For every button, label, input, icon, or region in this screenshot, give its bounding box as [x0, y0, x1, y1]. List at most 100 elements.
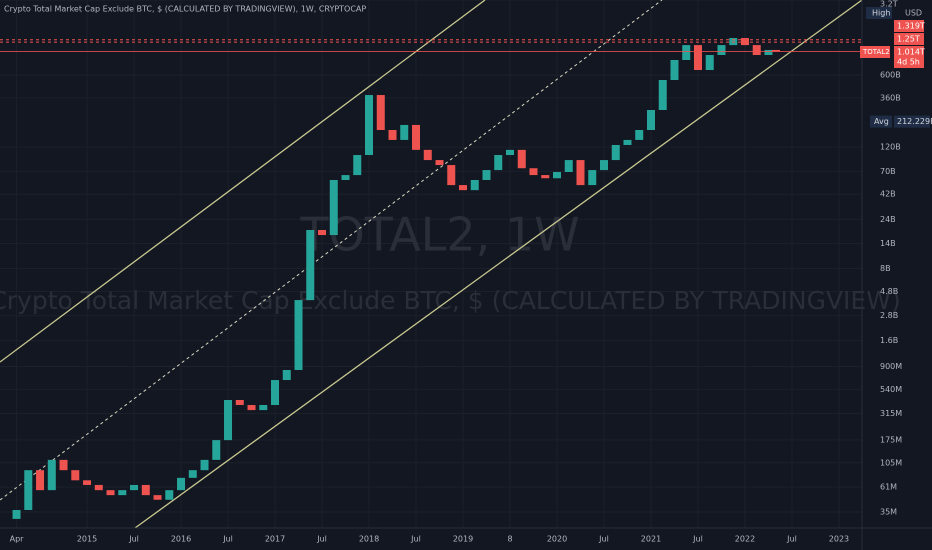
- candle-body: [646, 109, 655, 131]
- x-tick-label: 2021: [641, 535, 661, 544]
- candle-body: [12, 510, 21, 519]
- x-tick-label: Jul: [692, 535, 703, 544]
- high-label: 1.319T: [897, 22, 925, 31]
- candles: [12, 38, 780, 519]
- candle-body: [247, 405, 256, 411]
- candle-body: [47, 459, 56, 491]
- chart-title: Crypto Total Market Cap Exclude BTC, $ (…: [4, 5, 366, 14]
- channel-lower: [134, 0, 863, 529]
- x-tick-label: 2023: [829, 535, 849, 544]
- x-tick-label: Jul: [786, 535, 797, 544]
- candle-body: [365, 95, 374, 156]
- candle-body: [94, 484, 103, 491]
- candle-body: [188, 470, 197, 478]
- candle-body: [130, 484, 139, 491]
- channel-mid: [0, 0, 663, 501]
- x-tick-label: 2022: [735, 535, 755, 544]
- y-tick-label: 315M: [880, 409, 902, 418]
- watermark: TOTAL2, 1W: [299, 208, 579, 262]
- candle-body: [764, 49, 773, 56]
- candle-body: [611, 144, 620, 161]
- candle-body: [470, 179, 479, 191]
- candle-body: [341, 175, 350, 180]
- candle-body: [388, 130, 397, 140]
- y-tick-label: 1.6B: [880, 336, 898, 345]
- candle-body: [235, 399, 244, 406]
- candle-body: [435, 160, 444, 166]
- level-box: [894, 33, 924, 45]
- candle-body: [459, 185, 468, 191]
- y-tick-label: 900M: [880, 362, 902, 371]
- candle-body: [599, 160, 608, 171]
- countdown: 4d 5h: [897, 58, 920, 67]
- candle-body: [670, 60, 679, 81]
- watermark-subtitle: Crypto Total Market Cap Exclude BTC, $ (…: [0, 286, 901, 315]
- grid: [0, 0, 862, 528]
- y-tick-label: 120B: [880, 143, 901, 152]
- y-tick-label: 175M: [880, 435, 902, 444]
- last-box: [894, 46, 924, 68]
- y-tick-label: 42B: [880, 190, 896, 199]
- candle-body: [494, 155, 503, 171]
- candle-body: [329, 179, 338, 236]
- last-name-box: [860, 46, 890, 58]
- avg-name: Avg: [874, 117, 889, 126]
- avg-box: [894, 115, 930, 128]
- candle-body: [36, 470, 45, 491]
- axis: 3.2T 600B 360B 120B 70B 42B 24B 14B 8B 4.8B 2.8B 1.…: [10, 0, 932, 544]
- x-tick-label: 2016: [171, 535, 191, 544]
- candle-body: [541, 175, 550, 179]
- x-tick-label: Jul: [598, 535, 609, 544]
- y-tick-label: 105M: [880, 458, 902, 467]
- candle-body: [212, 440, 221, 460]
- y-tick-label: 2.8B: [880, 311, 898, 320]
- candle-body: [482, 170, 491, 180]
- x-tick-label: 2020: [547, 535, 567, 544]
- avg-label: 212.229B: [897, 117, 932, 126]
- candle-body: [118, 490, 127, 496]
- candle-body: [141, 484, 150, 496]
- y-tick-label: 14B: [880, 239, 896, 248]
- candle-body: [24, 470, 33, 511]
- high-box: [894, 20, 924, 32]
- y-tick-label: 24B: [880, 215, 896, 224]
- candle-body: [376, 95, 385, 131]
- y-tick-label: 540M: [880, 385, 902, 394]
- last-label: 1.014T: [897, 48, 925, 57]
- candle-body: [588, 170, 597, 186]
- candle-body: [259, 405, 268, 411]
- high-name-box: [866, 7, 892, 19]
- candle-body: [200, 459, 209, 471]
- candle-body: [353, 155, 362, 176]
- avg-name-box: [870, 115, 892, 128]
- candle-body: [717, 45, 726, 56]
- y-tick-label: 4.8B: [880, 287, 898, 296]
- candle-body: [635, 130, 644, 140]
- candle-body: [576, 160, 585, 186]
- candle-body: [294, 300, 303, 370]
- y-tick-label: 8B: [880, 264, 891, 273]
- candle-body: [412, 124, 421, 150]
- candle-body: [705, 55, 714, 71]
- x-tick-label: Jul: [410, 535, 421, 544]
- candle-body: [165, 490, 174, 500]
- candle-body: [682, 45, 691, 61]
- candle-body: [517, 149, 526, 169]
- candle-body: [318, 230, 327, 236]
- y-tick-label: 35M: [880, 508, 897, 517]
- candle-body: [693, 45, 702, 71]
- candle-body: [658, 80, 667, 110]
- high-name: High: [872, 9, 890, 18]
- candle-body: [564, 160, 573, 172]
- y-tick-label: 70B: [880, 167, 896, 176]
- candle-body: [623, 139, 632, 145]
- x-tick-label: 8: [507, 535, 512, 544]
- x-tick-label: Jul: [316, 535, 327, 544]
- candle-body: [282, 369, 291, 381]
- candle-body: [729, 38, 738, 46]
- x-tick-label: Jul: [222, 535, 233, 544]
- x-tick-label: 2015: [77, 535, 97, 544]
- candle-body: [271, 380, 280, 406]
